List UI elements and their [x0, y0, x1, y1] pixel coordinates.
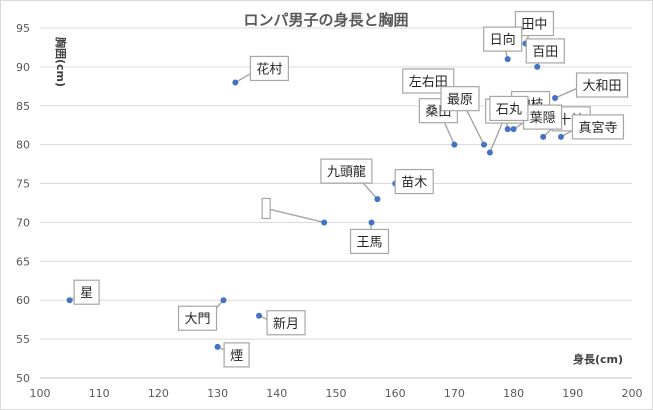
data-label: 百田 — [532, 45, 558, 60]
scatter-point — [534, 63, 541, 70]
x-tick-label: 140 — [266, 387, 287, 400]
y-tick-label: 95 — [16, 22, 30, 35]
data-label-box — [177, 305, 218, 331]
scatter-point — [368, 219, 375, 226]
scatter-point — [510, 126, 517, 133]
scatter-point — [557, 133, 564, 140]
x-tick-label: 120 — [148, 387, 169, 400]
data-label-box — [571, 114, 625, 140]
scatter-point — [481, 141, 487, 148]
scatter-point — [321, 219, 328, 226]
data-points — [66, 40, 564, 350]
data-label-box — [483, 26, 523, 52]
data-label-box — [349, 228, 390, 255]
y-tick-label: 80 — [16, 139, 30, 152]
data-label: 新月 — [273, 316, 299, 332]
y-axis-title: 胸囲(cm) — [54, 37, 68, 87]
label-leader-line — [489, 119, 505, 153]
label-leader-line — [465, 108, 485, 145]
data-label: 田中 — [521, 18, 547, 33]
scatter-point — [552, 95, 559, 101]
scatter-point — [504, 126, 511, 133]
data-label: 左右田 — [409, 75, 448, 90]
y-tick-label: 85 — [16, 100, 30, 113]
data-label-box — [525, 38, 565, 64]
x-axis-title: 身長(cm) — [573, 352, 623, 366]
data-label-box — [223, 342, 250, 368]
scatter-point — [504, 56, 511, 63]
scatter-point — [256, 312, 263, 319]
x-tick-label: 100 — [30, 387, 51, 400]
x-tick-label: 180 — [503, 387, 524, 400]
scatter-point — [232, 79, 239, 86]
y-tick-label: 90 — [16, 61, 30, 74]
data-label: 日向 — [490, 32, 516, 48]
x-tick-label: 190 — [562, 387, 583, 400]
data-label: 煙 — [230, 349, 243, 364]
data-label-box — [73, 279, 100, 305]
data-label: 王馬 — [357, 235, 383, 250]
scatter-point — [451, 141, 458, 148]
x-tick-label: 130 — [207, 387, 228, 400]
data-label: 最原 — [447, 93, 473, 108]
label-leader-line — [554, 87, 578, 99]
data-label: 石丸 — [496, 102, 522, 117]
data-label-box — [261, 197, 271, 220]
label-leaders — [69, 34, 578, 351]
label-leader-line — [269, 208, 325, 224]
data-label-box — [522, 104, 563, 130]
label-leader-line — [443, 121, 456, 145]
y-axis-ticks: 50 55 60 65 70 75 80 85 90 95 — [16, 22, 30, 385]
data-label: 九頭龍 — [327, 164, 366, 180]
y-tick-label: 55 — [16, 333, 30, 346]
x-tick-label: 150 — [326, 387, 347, 400]
data-label-box — [320, 158, 373, 184]
chart-title: ロンパ男子の身長と胸囲 — [243, 11, 408, 29]
scatter-point — [220, 297, 227, 304]
label-leader-line — [235, 72, 253, 84]
scatter-point — [540, 133, 547, 140]
y-tick-label: 70 — [16, 216, 30, 229]
scatter-point — [214, 343, 221, 350]
scatter-point — [374, 196, 381, 203]
y-tick-label: 65 — [16, 255, 30, 268]
data-label: 葉隠 — [530, 111, 556, 126]
x-tick-label: 110 — [89, 387, 110, 400]
x-tick-label: 200 — [622, 387, 643, 400]
y-tick-label: 60 — [16, 294, 30, 307]
data-label: 真宮寺 — [578, 120, 617, 136]
x-tick-label: 160 — [385, 387, 406, 400]
scatter-point — [486, 149, 493, 156]
data-label-box — [489, 95, 529, 122]
data-label-box — [394, 168, 434, 195]
y-tick-label: 75 — [16, 178, 30, 191]
data-label-box — [266, 310, 306, 336]
data-label: 花村 — [256, 61, 282, 77]
scatter-point — [66, 297, 73, 304]
data-labels: 田中日向百田花村左右田天海狛枝大和田桑田十神真宮寺最原葉隠石丸九頭龍苗木王馬星大… — [73, 10, 629, 368]
data-label: 大門 — [185, 312, 211, 327]
data-label: 星 — [80, 286, 93, 301]
data-label-box — [249, 55, 289, 82]
data-label-box — [575, 72, 629, 98]
x-axis-ticks: 100 110 120 130 140 150 160 170 180 190 200 — [30, 387, 643, 400]
x-tick-label: 170 — [444, 387, 465, 400]
data-label: 大和田 — [583, 79, 622, 94]
data-label-box — [440, 86, 480, 112]
y-tick-label: 50 — [16, 372, 30, 385]
data-label: 苗木 — [401, 176, 427, 191]
